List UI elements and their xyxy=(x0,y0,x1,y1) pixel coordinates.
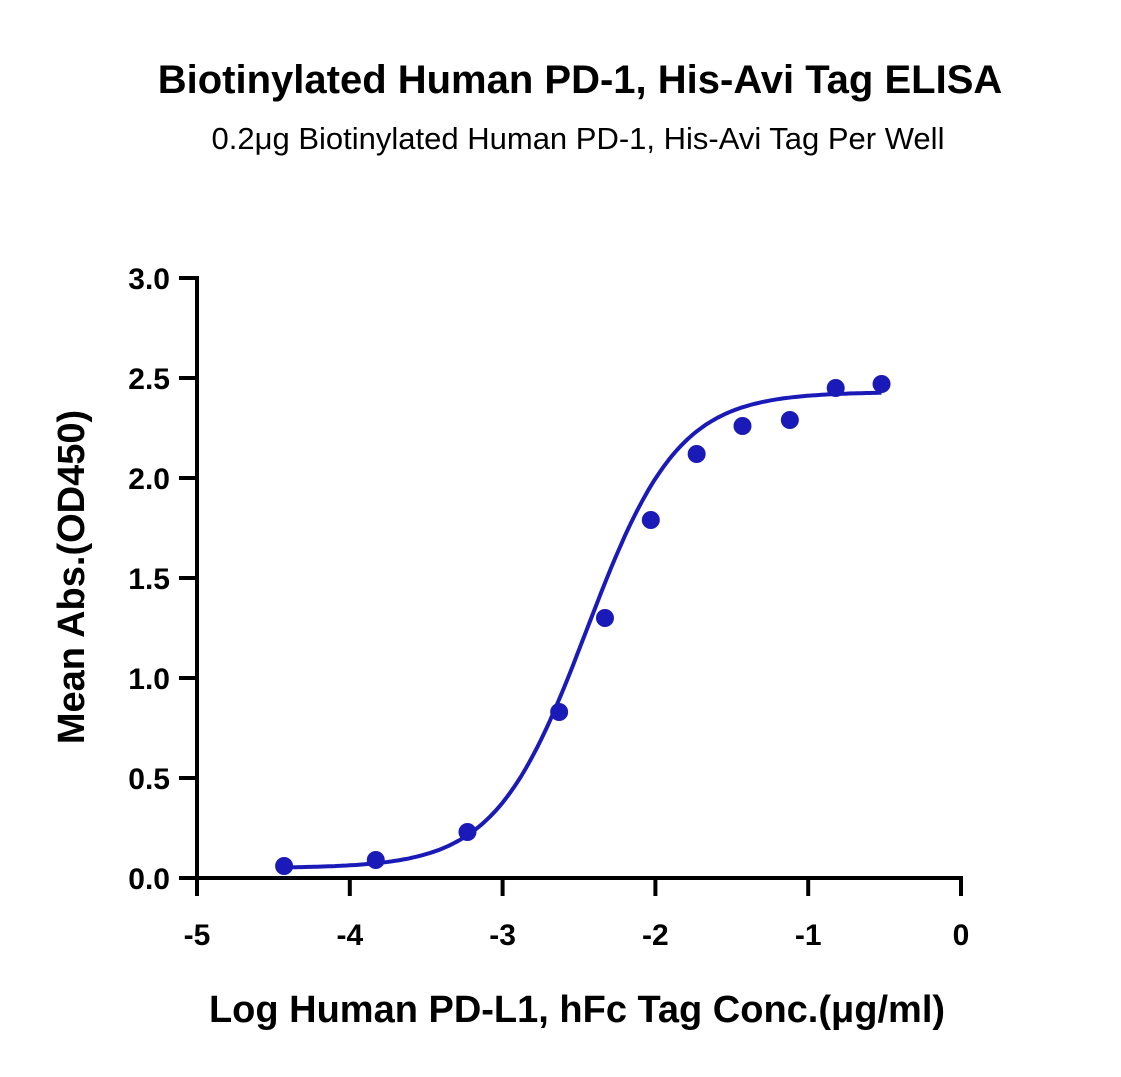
axes xyxy=(195,276,963,880)
x-axis-label: Log Human PD-L1, hFc Tag Conc.(μg/ml) xyxy=(209,989,945,1031)
data-point xyxy=(733,417,752,435)
data-points-layer xyxy=(275,375,891,875)
y-axis-label: Mean Abs.(OD450) xyxy=(51,410,93,744)
y-tick-label: 1.5 xyxy=(128,563,170,596)
chart-title: Biotinylated Human PD-1, His-Avi Tag ELI… xyxy=(158,58,1003,102)
data-point xyxy=(687,445,706,463)
data-point xyxy=(366,851,385,869)
x-tick-label: -1 xyxy=(795,919,822,952)
y-tick-label: 2.5 xyxy=(128,363,170,396)
data-point xyxy=(550,703,569,721)
x-tick-label: -3 xyxy=(489,919,516,952)
data-point xyxy=(826,379,845,397)
data-point xyxy=(641,511,660,529)
chart-subtitle: 0.2μg Biotinylated Human PD-1, His-Avi T… xyxy=(212,121,945,156)
y-tick-label: 2.0 xyxy=(128,463,170,496)
y-tick-label: 1.0 xyxy=(128,663,170,696)
data-point xyxy=(275,857,294,875)
y-tick-label: 0.5 xyxy=(128,763,170,796)
data-point xyxy=(872,375,891,393)
x-tick-label: 0 xyxy=(953,919,970,952)
y-tick-label: 0.0 xyxy=(128,863,170,896)
x-tick-label: -4 xyxy=(336,919,363,952)
data-point xyxy=(458,823,477,841)
data-point xyxy=(780,411,799,429)
fit-curve xyxy=(284,390,882,870)
data-point xyxy=(595,609,614,627)
x-tick-label: -5 xyxy=(184,919,211,952)
x-tick-label: -2 xyxy=(642,919,669,952)
fit-curve-layer xyxy=(284,390,882,870)
ticks: 0.0 0.5 1.0 1.5 2.0 2.5 3.0 -5 -4 -3 -2 -1 0 xyxy=(128,263,969,952)
y-tick-label: 3.0 xyxy=(128,263,170,296)
